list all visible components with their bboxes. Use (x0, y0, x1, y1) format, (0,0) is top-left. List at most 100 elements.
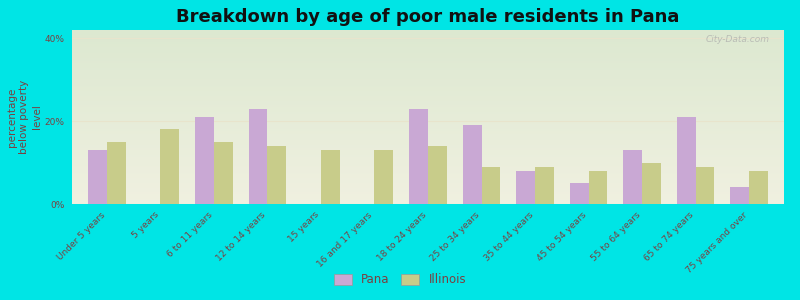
Bar (72, 113, 784, 115)
Bar (72, 148, 784, 150)
Bar (72, 40, 784, 42)
Bar (589, 171, 607, 204)
Bar (72, 106, 784, 108)
Bar (72, 82, 784, 84)
Bar (72, 176, 784, 178)
Bar (72, 200, 784, 202)
Bar (72, 173, 784, 174)
Bar (72, 70, 784, 72)
Bar (72, 32, 784, 34)
Bar (72, 126, 784, 127)
Bar (72, 166, 784, 167)
Bar (72, 93, 784, 94)
Bar (72, 141, 784, 143)
Bar (72, 134, 784, 136)
Bar (160, 129, 179, 204)
Bar (72, 72, 784, 74)
Bar (72, 60, 784, 61)
Bar (195, 117, 214, 204)
Bar (410, 109, 428, 204)
Bar (72, 77, 784, 79)
Bar (72, 183, 784, 185)
Bar (72, 96, 784, 98)
Bar (72, 122, 784, 124)
Bar (72, 174, 784, 176)
Bar (267, 146, 286, 204)
Bar (72, 157, 784, 159)
Bar (72, 42, 784, 44)
Bar (72, 190, 784, 192)
Bar (72, 74, 784, 75)
Bar (72, 131, 784, 133)
Bar (72, 199, 784, 200)
Bar (72, 56, 784, 58)
Bar (72, 58, 784, 60)
Bar (72, 182, 784, 183)
Bar (72, 136, 784, 138)
Bar (321, 150, 340, 204)
Bar (72, 117, 784, 119)
Bar (72, 195, 784, 197)
Bar (72, 30, 784, 32)
Bar (249, 109, 267, 204)
Bar (72, 80, 784, 82)
Bar (214, 142, 233, 204)
Bar (72, 67, 784, 68)
Bar (72, 37, 784, 39)
Bar (374, 150, 394, 204)
Bar (72, 110, 784, 112)
Bar (72, 154, 784, 155)
Bar (72, 108, 784, 110)
Bar (106, 142, 126, 204)
Bar (72, 65, 784, 67)
Bar (72, 103, 784, 105)
Bar (72, 35, 784, 37)
Title: Breakdown by age of poor male residents in Pana: Breakdown by age of poor male residents … (176, 8, 680, 26)
Bar (72, 147, 784, 148)
Bar (72, 34, 784, 35)
Bar (72, 140, 784, 141)
Bar (72, 178, 784, 180)
Bar (642, 163, 661, 204)
Bar (72, 152, 784, 154)
Bar (72, 54, 784, 56)
Bar (72, 46, 784, 47)
Bar (72, 112, 784, 113)
Bar (72, 52, 784, 54)
Y-axis label: percentage
below poverty
level: percentage below poverty level (6, 80, 42, 154)
Bar (428, 146, 446, 204)
Bar (72, 188, 784, 190)
Bar (72, 63, 784, 65)
Bar (72, 84, 784, 86)
Bar (72, 192, 784, 194)
Bar (72, 197, 784, 199)
Bar (72, 159, 784, 161)
Legend: Pana, Illinois: Pana, Illinois (329, 269, 471, 291)
Bar (72, 202, 784, 204)
Bar (72, 115, 784, 117)
Bar (72, 160, 784, 162)
Bar (570, 183, 589, 204)
Bar (730, 188, 750, 204)
Bar (72, 100, 784, 101)
Bar (72, 49, 784, 51)
Bar (72, 150, 784, 152)
Bar (72, 39, 784, 41)
Bar (72, 79, 784, 80)
Bar (72, 94, 784, 96)
Bar (72, 86, 784, 87)
Bar (535, 167, 554, 204)
Bar (72, 128, 784, 129)
Bar (72, 51, 784, 52)
Bar (72, 101, 784, 103)
Bar (72, 194, 784, 195)
Bar (72, 129, 784, 131)
Bar (72, 44, 784, 46)
Bar (72, 89, 784, 91)
Bar (72, 185, 784, 187)
Bar (72, 180, 784, 182)
Bar (72, 162, 784, 164)
Bar (72, 105, 784, 106)
Bar (72, 169, 784, 171)
Bar (623, 150, 642, 204)
